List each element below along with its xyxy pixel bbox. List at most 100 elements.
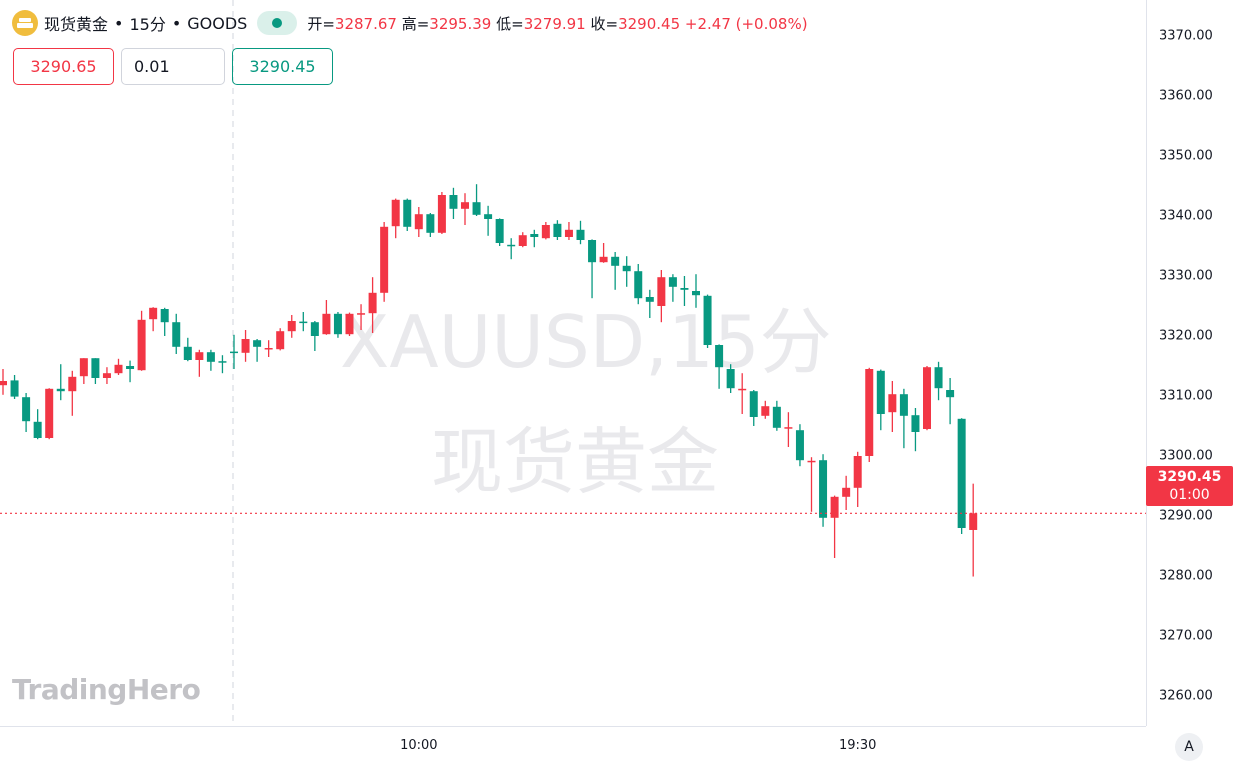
candle-body: [449, 195, 458, 209]
candle-body: [45, 388, 54, 438]
candle: [495, 218, 504, 246]
candle-body: [368, 292, 377, 314]
candle-body: [137, 319, 146, 371]
candle-body: [772, 406, 781, 428]
candle: [738, 373, 747, 414]
candle: [969, 483, 978, 577]
candle-body: [865, 369, 874, 456]
open-label: 开=: [307, 14, 335, 33]
candle: [564, 222, 573, 240]
y-tick-label: 3350.00: [1159, 148, 1213, 164]
candle-body: [79, 358, 88, 377]
candle-body: [692, 291, 700, 296]
candle: [149, 307, 158, 332]
candle-body: [507, 244, 516, 247]
candle: [715, 344, 724, 389]
y-tick-label: 3330.00: [1159, 268, 1213, 284]
gold-icon: [12, 10, 38, 36]
market-status-pill[interactable]: [257, 11, 298, 35]
quantity-input[interactable]: 0.01: [121, 48, 225, 85]
candle-body: [795, 430, 804, 461]
candle-body: [495, 219, 504, 243]
candle-body: [657, 277, 666, 306]
candle-body: [22, 397, 31, 422]
candle-body: [0, 381, 7, 386]
candle: [287, 315, 296, 338]
candle-body: [10, 380, 19, 397]
candle-body: [230, 351, 238, 354]
y-tick-label: 3360.00: [1159, 88, 1213, 104]
candle: [137, 310, 146, 371]
candle: [0, 369, 7, 395]
candle-body: [819, 460, 828, 518]
time-axis[interactable]: 10:00 19:30: [0, 726, 1146, 765]
candle-body: [564, 229, 573, 237]
candle: [472, 184, 481, 216]
candle-body: [715, 345, 724, 368]
last-price-value: 3290.45: [1157, 469, 1222, 485]
candle-body: [518, 235, 527, 246]
candle-body: [126, 366, 135, 369]
candle-body: [206, 352, 215, 362]
candle: [230, 334, 238, 369]
candle-body: [437, 195, 446, 233]
candle-body: [934, 367, 943, 389]
candle: [333, 312, 342, 338]
candle-body: [172, 322, 181, 347]
candle-body: [899, 394, 908, 416]
candle: [276, 328, 285, 351]
candle-body: [149, 307, 158, 320]
candle: [934, 361, 943, 401]
sell-button[interactable]: 3290.65: [13, 48, 114, 85]
candle: [853, 451, 862, 507]
candle-body: [622, 265, 631, 272]
candle: [888, 381, 897, 432]
candle: [22, 393, 31, 432]
candle: [599, 243, 608, 263]
candle: [299, 312, 308, 332]
buy-button[interactable]: 3290.45: [232, 48, 333, 85]
candle: [357, 304, 366, 330]
candle: [114, 358, 123, 375]
candle: [33, 409, 42, 440]
change-value: +2.47 (+0.08%): [684, 14, 808, 33]
price-axis[interactable]: 3370.00 3360.00 3350.00 3340.00 3330.00 3320.…: [1146, 0, 1237, 726]
candle: [218, 355, 227, 374]
candle: [865, 367, 874, 462]
candle-body: [611, 256, 620, 266]
candle-body: [114, 364, 123, 374]
candle: [183, 337, 192, 362]
candle: [876, 369, 885, 431]
candle: [911, 408, 920, 452]
exchange: GOODS: [187, 13, 248, 33]
interval[interactable]: 15分: [129, 15, 166, 34]
candle: [680, 276, 689, 306]
candle-body: [160, 309, 169, 323]
auto-scale-button[interactable]: A: [1175, 733, 1203, 761]
candle-body: [414, 214, 423, 230]
y-tick-label: 3290.00: [1159, 508, 1213, 524]
candle: [264, 340, 273, 357]
candle: [241, 330, 250, 362]
candle: [414, 207, 423, 237]
candle-body: [68, 376, 77, 392]
candle-body: [957, 418, 966, 528]
candle: [807, 457, 816, 512]
candle: [322, 300, 331, 335]
candle: [126, 360, 135, 383]
candle: [91, 358, 100, 384]
candlestick-chart[interactable]: [0, 0, 1146, 726]
candle-body: [345, 313, 354, 335]
candle-body: [380, 226, 389, 293]
candle-body: [241, 339, 250, 353]
symbol-name[interactable]: 现货黄金: [44, 15, 109, 34]
bar-countdown: 01:00: [1169, 487, 1210, 503]
candle: [437, 192, 446, 234]
candle: [576, 220, 585, 245]
candle-body: [33, 421, 42, 438]
candle: [541, 222, 550, 240]
candle-body: [541, 225, 550, 239]
candle-body: [876, 370, 885, 414]
open-value: 3287.67: [334, 14, 397, 33]
candle: [819, 454, 828, 527]
